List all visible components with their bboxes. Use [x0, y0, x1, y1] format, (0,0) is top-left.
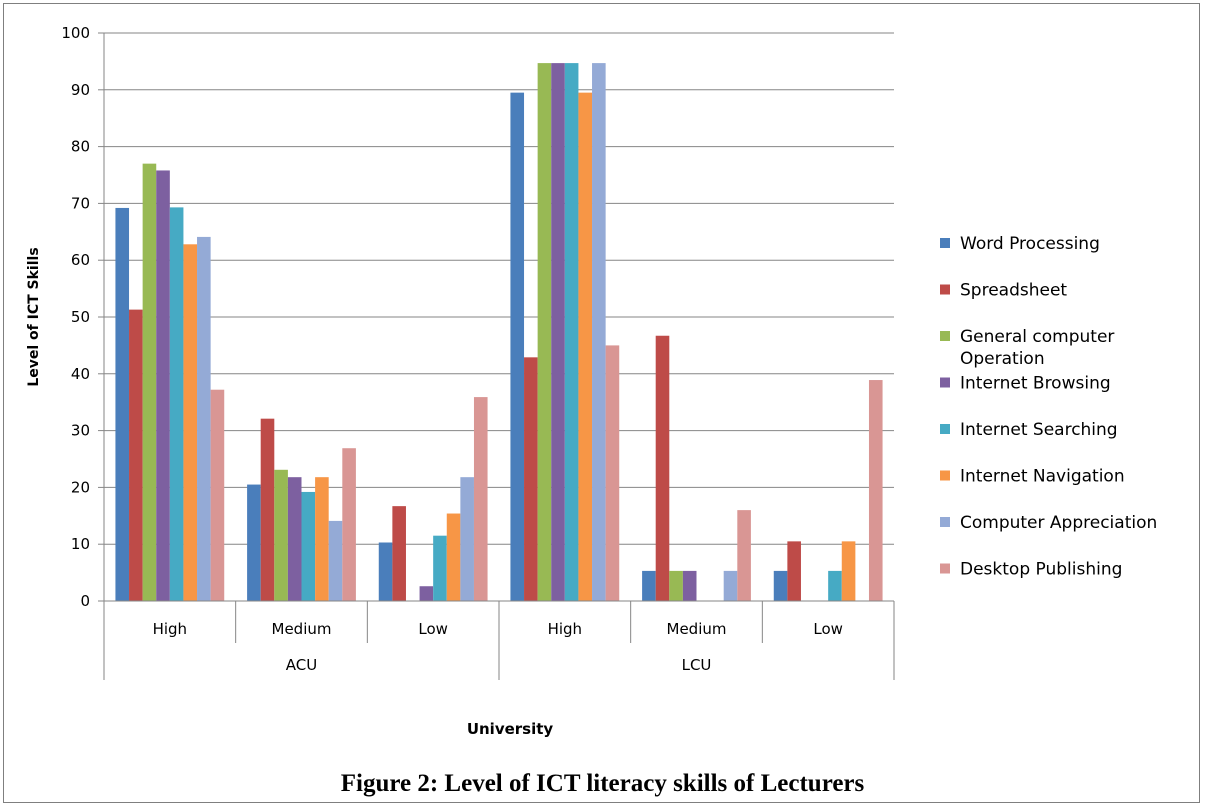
y-tick-label: 10: [71, 535, 90, 553]
y-tick-labels: 0 10 20 30 40 50 60 70 80 90 100: [61, 24, 90, 610]
bar: [828, 570, 842, 601]
x-tick-label: Low: [418, 620, 448, 638]
legend-item: Spreadsheet: [940, 281, 1067, 301]
bar: [524, 357, 538, 601]
bar: [551, 63, 565, 601]
bar: [773, 570, 788, 601]
legend-swatch: [940, 563, 950, 574]
bar: [605, 345, 620, 601]
bar: [433, 535, 447, 601]
bar: [342, 448, 356, 601]
bar: [723, 570, 738, 601]
legend-item: Computer Appreciation: [940, 513, 1157, 533]
bar: [115, 207, 130, 601]
bar: [392, 506, 406, 601]
x-axis-label: University: [467, 720, 554, 738]
bar: [669, 570, 683, 601]
y-axis-label: Level of ICT Skills: [26, 247, 42, 386]
axes: [98, 32, 895, 680]
bar: [260, 418, 275, 601]
legend-swatch: [940, 238, 950, 248]
legend-label: Spreadsheet: [960, 281, 1067, 301]
x-tick-label: Medium: [272, 620, 332, 638]
bar: [328, 520, 343, 601]
bar: [247, 484, 261, 601]
legend-item: Internet Searching: [940, 420, 1118, 440]
legend-label: Computer Appreciation: [960, 513, 1157, 533]
legend-swatch: [940, 331, 950, 341]
bar: [210, 389, 225, 601]
y-tick-label: 50: [71, 308, 90, 326]
legend-item: Word Processing: [940, 234, 1100, 254]
x-tick-labels: High Medium Low High Medium Low ACU LCU: [153, 620, 843, 674]
y-tick-label: 70: [71, 194, 90, 212]
bar: [378, 542, 393, 601]
legend-label: Internet Searching: [960, 420, 1118, 440]
bar: [183, 244, 198, 601]
legend-swatch: [940, 377, 950, 388]
bar: [301, 491, 316, 601]
y-tick-label: 80: [71, 138, 90, 156]
bar: [287, 477, 302, 601]
bar: [592, 63, 606, 601]
bar: [473, 397, 488, 601]
bar: [737, 510, 751, 601]
legend-item: Desktop Publishing: [940, 560, 1122, 580]
y-tick-label: 20: [71, 478, 90, 496]
bar: [419, 586, 434, 601]
bar: [564, 63, 579, 601]
legend-item: Internet Browsing: [940, 374, 1111, 394]
bar: [197, 236, 211, 602]
bars: [115, 63, 883, 602]
bar: [682, 570, 697, 601]
bar: [446, 513, 461, 601]
bar: [642, 570, 656, 601]
bar: [315, 477, 329, 601]
y-tick-label: 90: [71, 81, 90, 99]
legend-item: Internet Navigation: [940, 467, 1125, 487]
bar: [129, 309, 143, 601]
bar: [537, 63, 552, 601]
legend-label: Internet Navigation: [960, 467, 1125, 487]
bar: [655, 335, 670, 601]
group-label: LCU: [682, 656, 712, 674]
bar: [868, 380, 883, 601]
group-label: ACU: [286, 656, 317, 674]
y-tick-label: 0: [80, 592, 90, 610]
bar: [460, 477, 474, 601]
bar: [142, 163, 157, 601]
bar: [578, 92, 593, 601]
legend: Word Processing Spreadsheet General comput…: [940, 234, 1157, 580]
y-tick-label: 100: [61, 24, 90, 42]
legend-swatch: [940, 470, 950, 481]
bar: [510, 92, 525, 601]
x-tick-label: High: [548, 620, 582, 638]
figure-caption: Figure 2: Level of ICT literacy skills o…: [340, 770, 865, 797]
x-tick-label: Medium: [667, 620, 727, 638]
y-tick-label: 60: [71, 251, 90, 269]
legend-label: Word Processing: [960, 234, 1100, 254]
y-tick-label: 40: [71, 365, 90, 383]
legend-item: General computer Operation: [940, 327, 1114, 369]
legend-swatch: [940, 284, 950, 295]
legend-label: General computer Operation: [960, 327, 1114, 369]
bar: [787, 541, 801, 601]
legend-swatch: [940, 517, 950, 527]
bar: [156, 170, 170, 601]
legend-swatch: [940, 424, 950, 434]
x-tick-label: Low: [813, 620, 843, 638]
legend-label: Internet Browsing: [960, 374, 1111, 394]
bar: [841, 541, 856, 601]
legend-label: Desktop Publishing: [960, 560, 1122, 580]
bar: [169, 207, 184, 601]
y-tick-label: 30: [71, 422, 90, 440]
x-tick-label: High: [153, 620, 187, 638]
bar: [274, 469, 288, 601]
